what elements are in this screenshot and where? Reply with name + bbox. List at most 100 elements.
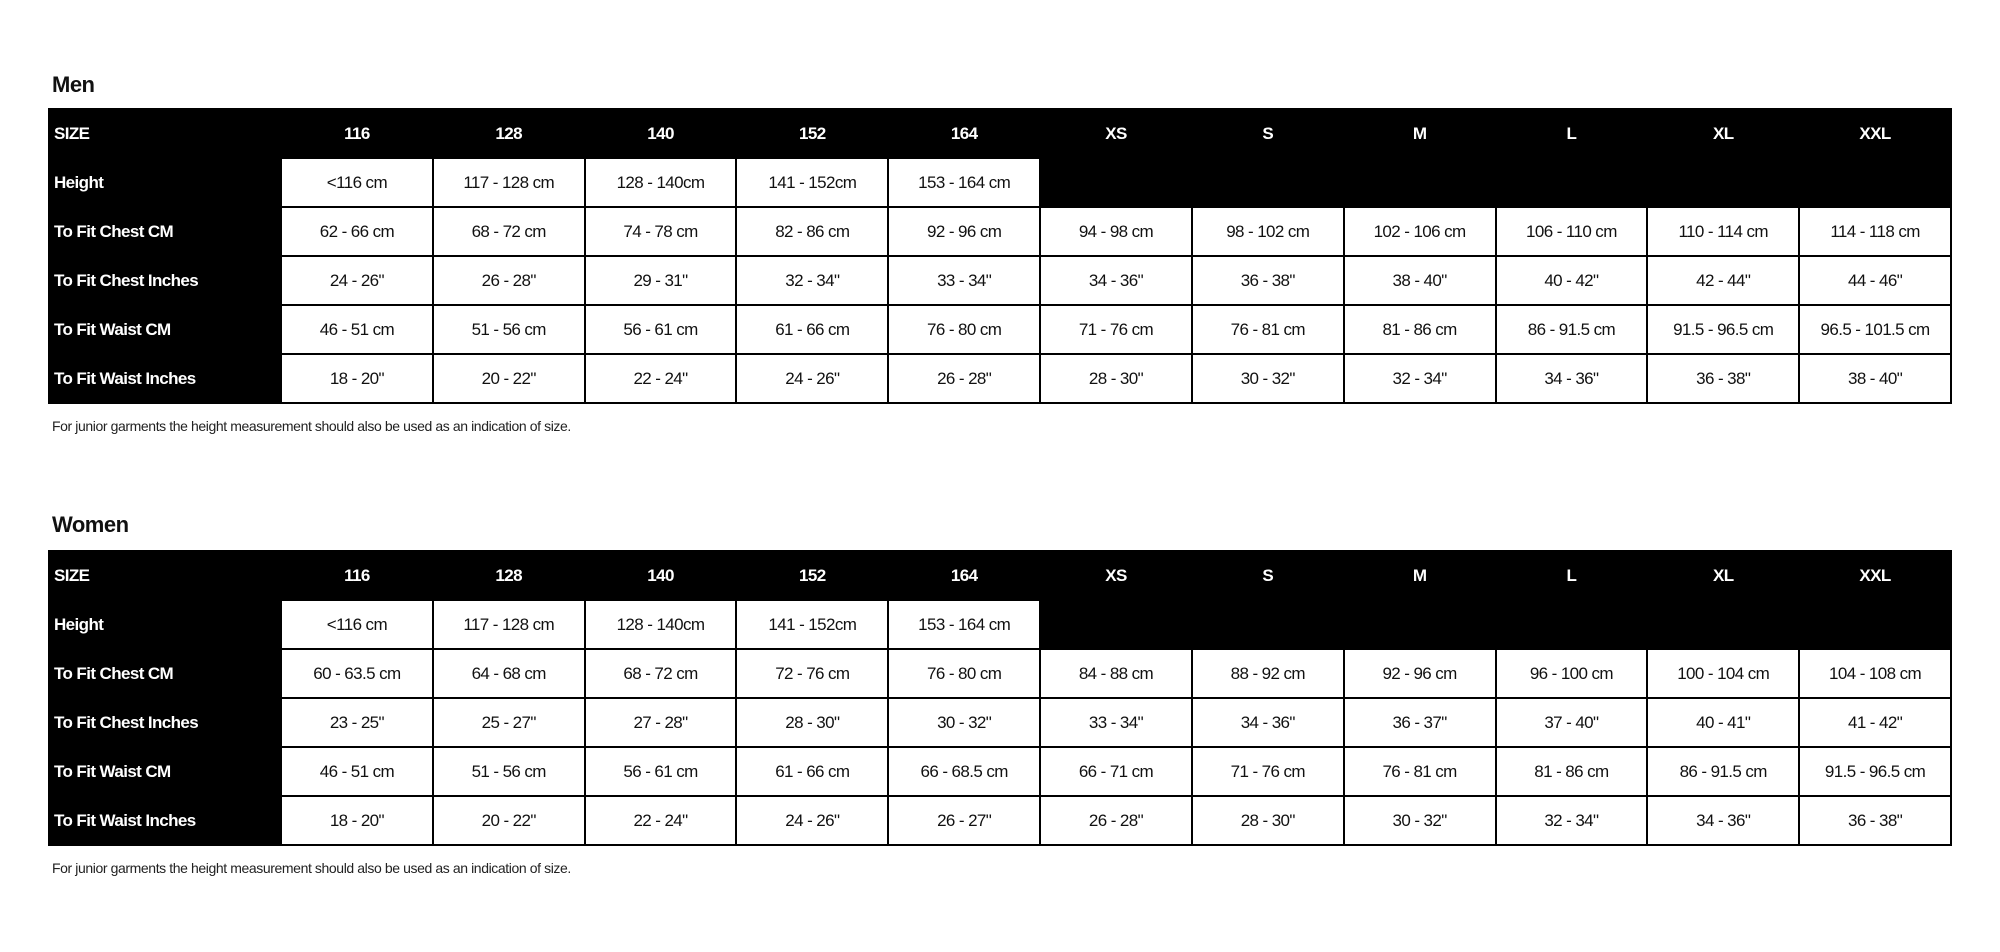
measurement-cell: 110 - 114 cm bbox=[1646, 206, 1801, 257]
size-column-header: XS bbox=[1039, 550, 1193, 601]
measurement-cell: 141 - 152cm bbox=[735, 157, 890, 208]
measurement-cell: 114 - 118 cm bbox=[1798, 206, 1952, 257]
measurement-cell: <116 cm bbox=[280, 599, 434, 650]
measurement-cell: 36 - 38" bbox=[1190, 255, 1345, 306]
measurement-cell: 66 - 68.5 cm bbox=[887, 746, 1042, 797]
table-row: To Fit Chest CM 62 - 66 cm 68 - 72 cm 74 - … bbox=[48, 206, 1952, 257]
measurement-cell: 76 - 81 cm bbox=[1190, 304, 1345, 355]
row-label: Height bbox=[48, 157, 282, 208]
empty-cell bbox=[1039, 599, 1193, 650]
measurement-cell: 28 - 30" bbox=[735, 697, 890, 748]
row-label: To Fit Waist CM bbox=[48, 746, 282, 797]
empty-cell bbox=[1342, 157, 1497, 208]
section-title-men: Men bbox=[52, 72, 95, 97]
measurement-cell: 98 - 102 cm bbox=[1190, 206, 1345, 257]
measurement-cell: 104 - 108 cm bbox=[1798, 648, 1952, 699]
measurement-cell: 76 - 80 cm bbox=[887, 304, 1042, 355]
measurement-cell: 36 - 38" bbox=[1646, 353, 1801, 404]
measurement-cell: 82 - 86 cm bbox=[735, 206, 890, 257]
measurement-cell: 28 - 30" bbox=[1039, 353, 1193, 404]
measurement-cell: 40 - 41" bbox=[1646, 697, 1801, 748]
size-header-label: SIZE bbox=[48, 550, 282, 601]
size-column-header: 140 bbox=[583, 108, 738, 159]
size-column-header: 128 bbox=[431, 108, 586, 159]
men-size-table: SIZE 116 128 140 152 164 XS S M L XL XXL Height <116 … bbox=[48, 108, 1952, 404]
row-label: To Fit Waist CM bbox=[48, 304, 282, 355]
empty-cell bbox=[1798, 599, 1952, 650]
measurement-cell: 66 - 71 cm bbox=[1039, 746, 1193, 797]
header-row: SIZE 116 128 140 152 164 XS S M L XL XXL bbox=[48, 550, 1952, 601]
size-column-header: 116 bbox=[280, 550, 434, 601]
women-footnote: For junior garments the height measureme… bbox=[52, 860, 571, 876]
empty-cell bbox=[1646, 157, 1801, 208]
row-label: To Fit Chest Inches bbox=[48, 255, 282, 306]
measurement-cell: 71 - 76 cm bbox=[1190, 746, 1345, 797]
row-label: Height bbox=[48, 599, 282, 650]
table-row: Height <116 cm 117 - 128 cm 128 - 140cm 141 … bbox=[48, 599, 1952, 650]
measurement-cell: 72 - 76 cm bbox=[735, 648, 890, 699]
measurement-cell: 24 - 26" bbox=[280, 255, 434, 306]
row-label: To Fit Waist Inches bbox=[48, 795, 282, 846]
measurement-cell: 22 - 24" bbox=[583, 353, 738, 404]
measurement-cell: 40 - 42" bbox=[1494, 255, 1649, 306]
size-column-header: XL bbox=[1646, 108, 1801, 159]
section-title-women: Women bbox=[52, 512, 129, 537]
measurement-cell: 81 - 86 cm bbox=[1494, 746, 1649, 797]
measurement-cell: 84 - 88 cm bbox=[1039, 648, 1193, 699]
measurement-cell: 81 - 86 cm bbox=[1342, 304, 1497, 355]
measurement-cell: 51 - 56 cm bbox=[431, 746, 586, 797]
measurement-cell: 30 - 32" bbox=[1342, 795, 1497, 846]
table-row: Height <116 cm 117 - 128 cm 128 - 140cm 141 … bbox=[48, 157, 1952, 208]
measurement-cell: 32 - 34" bbox=[735, 255, 890, 306]
measurement-cell: 76 - 81 cm bbox=[1342, 746, 1497, 797]
measurement-cell: 86 - 91.5 cm bbox=[1494, 304, 1649, 355]
measurement-cell: 96 - 100 cm bbox=[1494, 648, 1649, 699]
measurement-cell: 61 - 66 cm bbox=[735, 304, 890, 355]
measurement-cell: 26 - 28" bbox=[431, 255, 586, 306]
measurement-cell: 29 - 31" bbox=[583, 255, 738, 306]
measurement-cell: 26 - 28" bbox=[1039, 795, 1193, 846]
empty-cell bbox=[1798, 157, 1952, 208]
men-footnote: For junior garments the height measureme… bbox=[52, 418, 571, 434]
table-row: To Fit Chest Inches 23 - 25" 25 - 27" 27 - … bbox=[48, 697, 1952, 748]
measurement-cell: 34 - 36" bbox=[1646, 795, 1801, 846]
row-label: To Fit Chest CM bbox=[48, 206, 282, 257]
measurement-cell: 36 - 37" bbox=[1342, 697, 1497, 748]
size-column-header: 164 bbox=[887, 550, 1042, 601]
measurement-cell: 24 - 26" bbox=[735, 353, 890, 404]
measurement-cell: 37 - 40" bbox=[1494, 697, 1649, 748]
measurement-cell: 88 - 92 cm bbox=[1190, 648, 1345, 699]
measurement-cell: 153 - 164 cm bbox=[887, 157, 1042, 208]
measurement-cell: 46 - 51 cm bbox=[280, 746, 434, 797]
size-column-header: 152 bbox=[735, 550, 890, 601]
measurement-cell: 32 - 34" bbox=[1342, 353, 1497, 404]
measurement-cell: 26 - 27" bbox=[887, 795, 1042, 846]
measurement-cell: <116 cm bbox=[280, 157, 434, 208]
measurement-cell: 34 - 36" bbox=[1039, 255, 1193, 306]
measurement-cell: 30 - 32" bbox=[1190, 353, 1345, 404]
measurement-cell: 41 - 42" bbox=[1798, 697, 1952, 748]
measurement-cell: 74 - 78 cm bbox=[583, 206, 738, 257]
measurement-cell: 24 - 26" bbox=[735, 795, 890, 846]
measurement-cell: 64 - 68 cm bbox=[431, 648, 586, 699]
measurement-cell: 153 - 164 cm bbox=[887, 599, 1042, 650]
size-column-header: 128 bbox=[431, 550, 586, 601]
empty-cell bbox=[1494, 157, 1649, 208]
row-label: To Fit Chest Inches bbox=[48, 697, 282, 748]
measurement-cell: 128 - 140cm bbox=[583, 157, 738, 208]
size-header-label: SIZE bbox=[48, 108, 282, 159]
size-column-header: XL bbox=[1646, 550, 1801, 601]
size-column-header: L bbox=[1494, 550, 1649, 601]
measurement-cell: 96.5 - 101.5 cm bbox=[1798, 304, 1952, 355]
table-row: To Fit Chest CM 60 - 63.5 cm 64 - 68 cm 68 … bbox=[48, 648, 1952, 699]
measurement-cell: 91.5 - 96.5 cm bbox=[1798, 746, 1952, 797]
measurement-cell: 71 - 76 cm bbox=[1039, 304, 1193, 355]
table-row: To Fit Waist Inches 18 - 20" 20 - 22" 22 - … bbox=[48, 353, 1952, 404]
measurement-cell: 56 - 61 cm bbox=[583, 746, 738, 797]
size-column-header: 140 bbox=[583, 550, 738, 601]
size-column-header: XS bbox=[1039, 108, 1193, 159]
measurement-cell: 62 - 66 cm bbox=[280, 206, 434, 257]
measurement-cell: 42 - 44" bbox=[1646, 255, 1801, 306]
measurement-cell: 34 - 36" bbox=[1190, 697, 1345, 748]
measurement-cell: 94 - 98 cm bbox=[1039, 206, 1193, 257]
